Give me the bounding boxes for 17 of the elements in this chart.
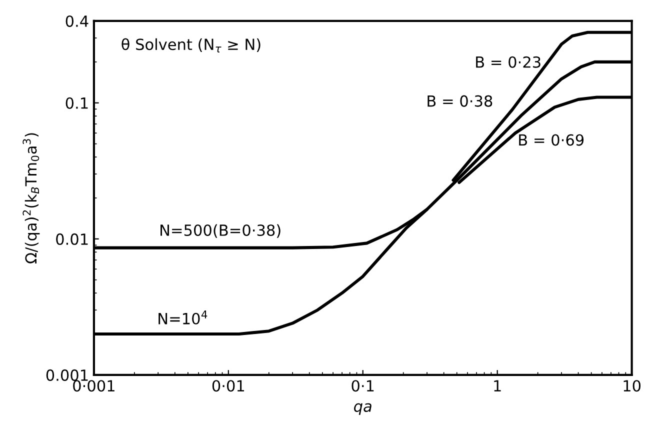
x-tick-label: 0·01: [212, 380, 244, 392]
x-tick-label: 1: [494, 380, 501, 392]
x-axis-title: qa: [354, 403, 372, 415]
x-tick-label: 0·001: [73, 380, 114, 392]
annotation: θ Solvent (N$_{τ}$ ≥ N): [122, 38, 260, 52]
annotation: N=500(B=0·38): [160, 224, 280, 238]
y-tick-label: 0.01: [56, 233, 88, 245]
text: Ω/(qa)$^{2}$(k$_{B}$Tm$_{0}$a$^{3}$): [22, 133, 40, 264]
x-tick-label: 10: [624, 380, 641, 392]
annotation: N=10$^{4}$: [158, 310, 208, 324]
annotation: B = 0·23: [476, 56, 540, 68]
x-tick-label: 0·1: [352, 380, 374, 392]
y-tick-label: 0.4: [66, 15, 88, 27]
annotation: B = 0·69: [519, 134, 584, 146]
annotation: B = 0·38: [428, 95, 492, 107]
y-tick-label: 0.001: [46, 369, 88, 381]
y-tick-label: 0.1: [66, 97, 88, 109]
